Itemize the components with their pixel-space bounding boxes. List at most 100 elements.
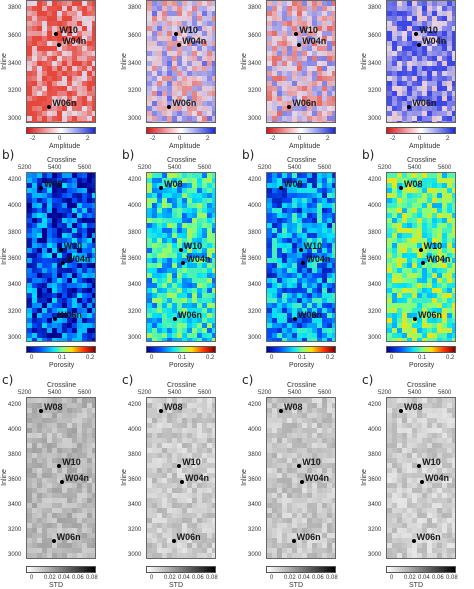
crossline-tick: 5200 bbox=[18, 390, 31, 396]
inline-axis-title: Inline bbox=[361, 469, 368, 486]
well-label: W04n bbox=[302, 37, 326, 46]
well-label: W08 bbox=[44, 403, 63, 412]
colorbar-tick: 0 bbox=[150, 575, 153, 581]
inline-tick: 4200 bbox=[8, 402, 21, 408]
inline-tick: 4000 bbox=[8, 427, 21, 433]
colorbar bbox=[266, 127, 336, 134]
well-label: W10 bbox=[304, 242, 323, 251]
inline-tick: 4200 bbox=[128, 402, 141, 408]
well-label: W10 bbox=[302, 458, 321, 467]
well-label: W10 bbox=[422, 458, 441, 467]
colorbar bbox=[146, 346, 216, 353]
colorbar bbox=[386, 127, 456, 134]
colorbar-tick: 0.06 bbox=[312, 575, 324, 581]
well-label: W06n bbox=[177, 533, 201, 542]
crossline-tick: 5600 bbox=[78, 390, 91, 396]
crossline-tick: 5600 bbox=[438, 165, 451, 171]
inline-axis-title: Inline bbox=[121, 248, 128, 265]
colorbar bbox=[266, 346, 336, 353]
well-marker bbox=[279, 409, 283, 413]
inline-tick: 3800 bbox=[128, 230, 141, 236]
well-label: W10 bbox=[64, 242, 83, 251]
inline-tick: 4000 bbox=[368, 203, 381, 209]
colorbar bbox=[146, 127, 216, 134]
crossline-axis-title: Crossline bbox=[407, 157, 436, 164]
colorbar-title: Amplitude bbox=[409, 143, 440, 150]
well-label: W08 bbox=[164, 180, 183, 189]
colorbar-tick: 0 bbox=[58, 136, 61, 142]
crossline-tick: 5600 bbox=[198, 390, 211, 396]
colorbar-title: Porosity bbox=[169, 362, 194, 369]
inline-tick: 4200 bbox=[128, 177, 141, 183]
crossline-tick: 5200 bbox=[378, 165, 391, 171]
inline-tick: 3400 bbox=[128, 61, 141, 67]
colorbar-tick: 0.2 bbox=[446, 355, 454, 361]
inline-tick: 4200 bbox=[8, 177, 21, 183]
well-label: W04n bbox=[426, 255, 450, 264]
inline-tick: 4000 bbox=[8, 203, 21, 209]
crossline-tick: 5200 bbox=[258, 390, 271, 396]
well-label: W06n bbox=[52, 99, 76, 108]
inline-tick: 3800 bbox=[248, 452, 261, 458]
inline-tick: 4000 bbox=[248, 427, 261, 433]
panel-label: c) bbox=[2, 373, 13, 387]
colorbar-tick: 0.02 bbox=[164, 575, 176, 581]
well-label: W06n bbox=[292, 99, 316, 108]
well-label: W08 bbox=[404, 403, 423, 412]
crossline-tick: 5600 bbox=[438, 390, 451, 396]
inline-tick: 4000 bbox=[368, 427, 381, 433]
inline-axis-title: Inline bbox=[241, 469, 248, 486]
well-label: W08 bbox=[284, 180, 303, 189]
inline-tick: 3400 bbox=[128, 502, 141, 508]
inline-tick: 3200 bbox=[128, 88, 141, 94]
colorbar-tick: 0.2 bbox=[206, 355, 214, 361]
colorbar-tick: 0.06 bbox=[192, 575, 204, 581]
inline-tick: 3000 bbox=[128, 552, 141, 558]
colorbar-tick: 0 bbox=[418, 136, 421, 142]
well-label: W06n bbox=[172, 99, 196, 108]
colorbar-title: Amplitude bbox=[289, 143, 320, 150]
well-label: W04n bbox=[422, 37, 446, 46]
crossline-axis-title: Crossline bbox=[287, 157, 316, 164]
inline-tick: 3600 bbox=[8, 33, 21, 39]
well-label: W08 bbox=[284, 403, 303, 412]
inline-tick: 3200 bbox=[128, 309, 141, 315]
inline-tick: 3600 bbox=[8, 477, 21, 483]
inline-tick: 3400 bbox=[248, 502, 261, 508]
inline-tick: 3200 bbox=[368, 88, 381, 94]
inline-tick: 3600 bbox=[128, 477, 141, 483]
colorbar-tick: 0.02 bbox=[404, 575, 416, 581]
inline-tick: 3400 bbox=[8, 61, 21, 67]
inline-tick: 3800 bbox=[8, 5, 21, 11]
crossline-tick: 5200 bbox=[18, 165, 31, 171]
crossline-axis-title: Crossline bbox=[407, 382, 436, 389]
colorbar-tick: 0 bbox=[390, 355, 393, 361]
inline-axis-title: Inline bbox=[361, 248, 368, 265]
inline-tick: 3200 bbox=[8, 88, 21, 94]
well-marker bbox=[172, 539, 176, 543]
well-label: W08 bbox=[44, 180, 63, 189]
well-label: W06n bbox=[58, 311, 82, 320]
well-marker bbox=[419, 248, 423, 252]
well-label: W04n bbox=[185, 474, 209, 483]
well-label: W04n bbox=[305, 474, 329, 483]
well-label: W06n bbox=[57, 533, 81, 542]
inline-tick: 3000 bbox=[248, 552, 261, 558]
well-marker bbox=[159, 409, 163, 413]
inline-tick: 3600 bbox=[8, 256, 21, 262]
inline-tick: 3600 bbox=[368, 477, 381, 483]
crossline-tick: 5400 bbox=[168, 165, 181, 171]
inline-tick: 3800 bbox=[128, 5, 141, 11]
well-label: W06n bbox=[298, 311, 322, 320]
colorbar-tick: 0.1 bbox=[58, 355, 66, 361]
inline-tick: 3400 bbox=[368, 502, 381, 508]
inline-tick: 3200 bbox=[248, 88, 261, 94]
well-label: W10 bbox=[62, 458, 81, 467]
